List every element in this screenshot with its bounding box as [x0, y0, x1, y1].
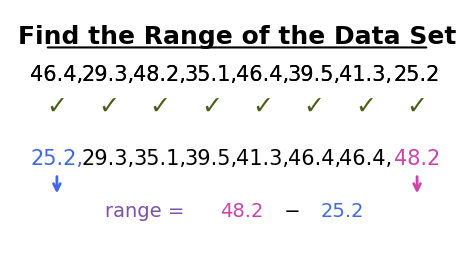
Text: 41.3,: 41.3, — [236, 149, 289, 169]
Text: 46.4,: 46.4, — [236, 65, 289, 85]
Text: ✓: ✓ — [46, 95, 67, 119]
Text: 48.2,: 48.2, — [133, 65, 186, 85]
Text: 46.4,: 46.4, — [288, 149, 341, 169]
Text: ✓: ✓ — [407, 95, 428, 119]
Text: 35.1,: 35.1, — [185, 65, 238, 85]
Text: ✓: ✓ — [252, 95, 273, 119]
Text: 39.5,: 39.5, — [185, 149, 238, 169]
Text: ✓: ✓ — [98, 95, 119, 119]
Text: −: − — [278, 202, 307, 222]
Text: ✓: ✓ — [149, 95, 170, 119]
Text: 39.5,: 39.5, — [288, 65, 341, 85]
Text: 29.3,: 29.3, — [82, 149, 135, 169]
Text: 25.2: 25.2 — [394, 65, 440, 85]
Text: 41.3,: 41.3, — [339, 65, 392, 85]
Text: ✓: ✓ — [304, 95, 325, 119]
Text: 48.2: 48.2 — [220, 202, 264, 222]
Text: 46.4,: 46.4, — [236, 65, 289, 85]
Text: 35.1,: 35.1, — [133, 149, 186, 169]
Text: 41.3,: 41.3, — [339, 65, 392, 85]
Text: 25.2: 25.2 — [321, 202, 365, 222]
Text: 46.4,: 46.4, — [339, 149, 392, 169]
Text: range =: range = — [105, 202, 191, 222]
Text: 48.2: 48.2 — [394, 149, 440, 169]
Text: ✓: ✓ — [201, 95, 222, 119]
Text: 25.2: 25.2 — [394, 65, 440, 85]
Text: 25.2,: 25.2, — [30, 149, 83, 169]
Text: 46.4,: 46.4, — [30, 65, 83, 85]
Text: 46.4,: 46.4, — [30, 65, 83, 85]
Text: 48.2,: 48.2, — [133, 65, 186, 85]
Text: Find the Range of the Data Set: Find the Range of the Data Set — [18, 25, 456, 49]
Text: 29.3,: 29.3, — [82, 65, 135, 85]
Text: 35.1,: 35.1, — [185, 65, 238, 85]
Text: 29.3,: 29.3, — [82, 65, 135, 85]
Text: ✓: ✓ — [355, 95, 376, 119]
Text: 39.5,: 39.5, — [288, 65, 341, 85]
